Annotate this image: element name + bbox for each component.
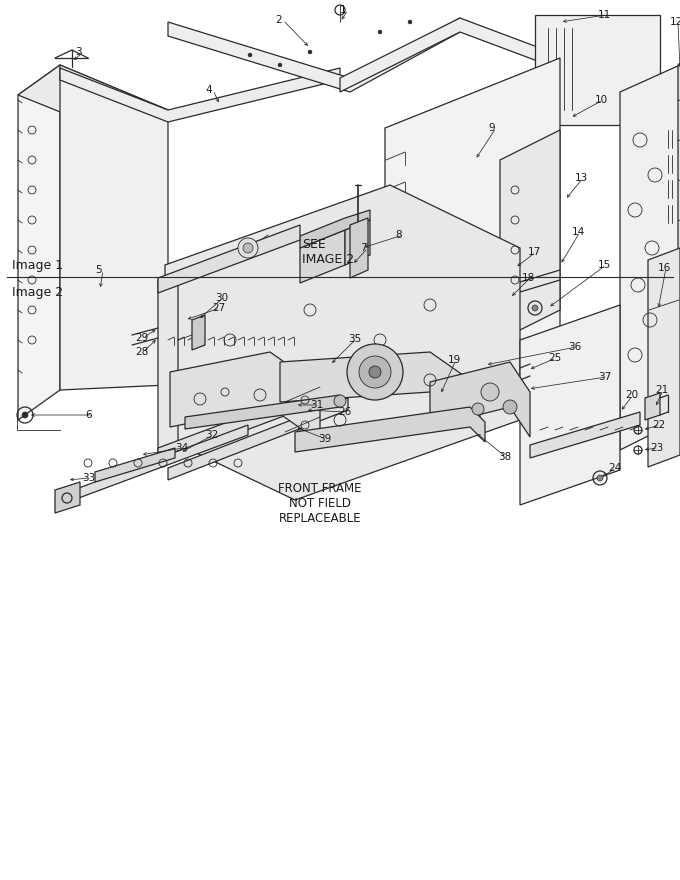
Text: 28: 28 bbox=[135, 347, 148, 357]
Circle shape bbox=[347, 344, 403, 400]
Polygon shape bbox=[298, 383, 312, 443]
Circle shape bbox=[359, 356, 391, 388]
Text: 36: 36 bbox=[568, 342, 581, 352]
Polygon shape bbox=[158, 272, 178, 468]
Polygon shape bbox=[95, 448, 175, 482]
Polygon shape bbox=[158, 395, 300, 463]
Polygon shape bbox=[280, 352, 480, 427]
Polygon shape bbox=[350, 218, 368, 278]
Text: 7: 7 bbox=[360, 243, 367, 253]
Polygon shape bbox=[648, 248, 680, 467]
Circle shape bbox=[503, 400, 517, 414]
Polygon shape bbox=[340, 18, 620, 92]
Polygon shape bbox=[18, 65, 60, 420]
Text: 23: 23 bbox=[650, 443, 663, 453]
Circle shape bbox=[278, 63, 282, 67]
Text: 29: 29 bbox=[135, 333, 148, 343]
Polygon shape bbox=[500, 130, 560, 340]
Polygon shape bbox=[530, 412, 640, 458]
Text: 19: 19 bbox=[448, 355, 461, 365]
Polygon shape bbox=[520, 305, 620, 505]
Polygon shape bbox=[170, 352, 320, 442]
Circle shape bbox=[243, 243, 253, 253]
Text: 37: 37 bbox=[598, 372, 611, 382]
Text: 14: 14 bbox=[572, 227, 585, 237]
Circle shape bbox=[408, 20, 412, 24]
Polygon shape bbox=[185, 395, 340, 429]
Text: 26: 26 bbox=[338, 407, 352, 417]
Polygon shape bbox=[430, 362, 530, 437]
Polygon shape bbox=[300, 230, 345, 283]
Polygon shape bbox=[192, 315, 205, 350]
Text: Image 2: Image 2 bbox=[12, 285, 63, 298]
Polygon shape bbox=[60, 68, 340, 122]
Polygon shape bbox=[168, 18, 460, 92]
Polygon shape bbox=[60, 65, 168, 390]
Text: 10: 10 bbox=[595, 95, 608, 105]
Text: 31: 31 bbox=[310, 400, 323, 410]
Circle shape bbox=[308, 50, 312, 54]
Text: 21: 21 bbox=[655, 385, 668, 395]
Circle shape bbox=[22, 412, 28, 418]
Polygon shape bbox=[295, 407, 485, 452]
Text: 27: 27 bbox=[212, 303, 225, 313]
Text: FRONT FRAME
NOT FIELD
REPLACEABLE: FRONT FRAME NOT FIELD REPLACEABLE bbox=[278, 482, 362, 525]
Text: 17: 17 bbox=[528, 247, 541, 257]
Text: 15: 15 bbox=[598, 260, 611, 270]
Text: 25: 25 bbox=[548, 353, 561, 363]
Text: 11: 11 bbox=[598, 10, 611, 20]
Text: Image 1: Image 1 bbox=[12, 259, 63, 272]
Text: 13: 13 bbox=[575, 173, 588, 183]
Polygon shape bbox=[168, 398, 348, 480]
Text: 6: 6 bbox=[85, 410, 92, 420]
Polygon shape bbox=[620, 65, 680, 450]
Text: 30: 30 bbox=[215, 293, 228, 303]
Circle shape bbox=[472, 403, 484, 415]
Text: 16: 16 bbox=[658, 263, 671, 273]
Text: 3: 3 bbox=[75, 47, 82, 57]
Text: 22: 22 bbox=[652, 420, 665, 430]
Polygon shape bbox=[300, 210, 370, 248]
Polygon shape bbox=[165, 185, 520, 500]
Polygon shape bbox=[158, 225, 300, 293]
Text: 35: 35 bbox=[348, 334, 361, 344]
Text: 1: 1 bbox=[340, 5, 347, 15]
Polygon shape bbox=[345, 220, 370, 265]
Polygon shape bbox=[535, 15, 660, 125]
Polygon shape bbox=[385, 58, 560, 450]
Circle shape bbox=[378, 30, 382, 34]
Polygon shape bbox=[55, 482, 80, 513]
Polygon shape bbox=[645, 393, 660, 420]
Text: 8: 8 bbox=[395, 230, 402, 240]
Text: 18: 18 bbox=[522, 273, 535, 283]
Text: 32: 32 bbox=[205, 430, 218, 440]
Text: 38: 38 bbox=[498, 452, 511, 462]
Text: 24: 24 bbox=[608, 463, 622, 473]
Text: 5: 5 bbox=[95, 265, 101, 275]
Text: 33: 33 bbox=[82, 473, 95, 483]
Circle shape bbox=[238, 238, 258, 258]
Text: 9: 9 bbox=[488, 123, 494, 133]
Polygon shape bbox=[18, 65, 168, 140]
Text: 39: 39 bbox=[318, 434, 331, 444]
Text: SEE
IMAGE 2: SEE IMAGE 2 bbox=[302, 238, 354, 266]
Circle shape bbox=[334, 395, 346, 407]
Text: 4: 4 bbox=[205, 85, 211, 95]
Polygon shape bbox=[68, 425, 248, 502]
Circle shape bbox=[248, 53, 252, 57]
Circle shape bbox=[481, 383, 499, 401]
Text: 12: 12 bbox=[670, 17, 680, 27]
Circle shape bbox=[369, 366, 381, 378]
Text: 2: 2 bbox=[275, 15, 282, 25]
Text: 34: 34 bbox=[175, 443, 188, 453]
Circle shape bbox=[597, 475, 603, 481]
Text: 20: 20 bbox=[625, 390, 638, 400]
Polygon shape bbox=[678, 55, 680, 430]
Circle shape bbox=[532, 305, 538, 311]
